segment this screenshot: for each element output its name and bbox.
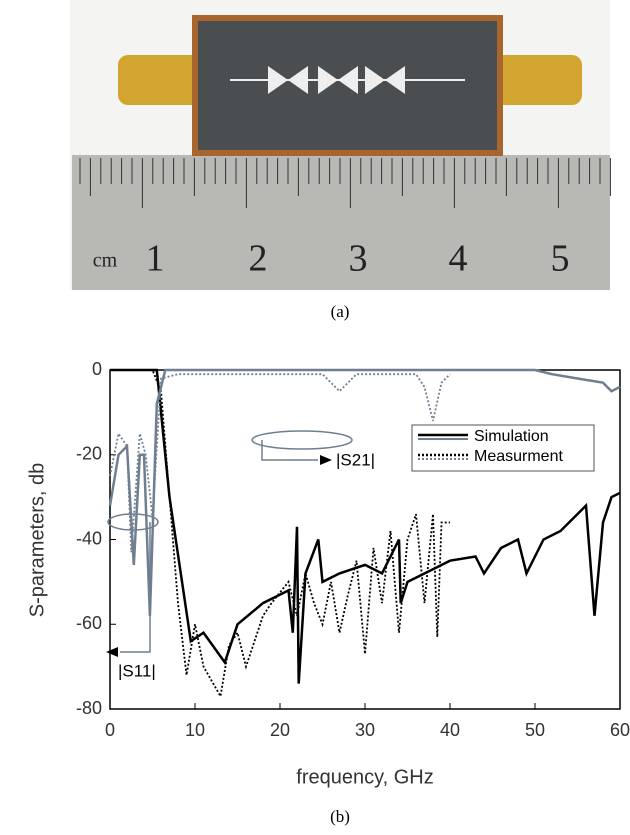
- x-tick-label: 40: [440, 720, 460, 740]
- arrow-head: [320, 455, 332, 465]
- legend: [411, 424, 595, 472]
- legend-label: Measurment: [474, 448, 563, 465]
- x-tick-label: 60: [610, 720, 630, 740]
- annotation: |S11|: [118, 661, 156, 680]
- ruler-label: cm: [93, 250, 118, 272]
- series-line: [108, 368, 621, 616]
- legend-label: Simulation: [474, 428, 549, 445]
- x-tick-label: 30: [355, 720, 375, 740]
- ruler-label: 1: [146, 238, 165, 280]
- resonators: [268, 66, 405, 94]
- ruler-label: 4: [449, 238, 468, 280]
- ruler-label: 3: [349, 238, 368, 280]
- callout-ellipse: [107, 513, 159, 531]
- x-tick-label: 0: [105, 720, 115, 740]
- y-tick-label: -20: [76, 444, 102, 464]
- y-axis-label: S-parameters, db: [26, 463, 48, 618]
- callout-ellipse: [251, 430, 353, 450]
- y-tick-label: -40: [76, 528, 102, 548]
- ruler-labels: cm 1 2 3 4 5: [93, 238, 570, 280]
- plot: 0 10 20 30 40 50 60 -80 -60 -40 -20 0: [76, 359, 630, 740]
- x-tick-label: 50: [525, 720, 545, 740]
- connector: [492, 55, 582, 105]
- x-axis-label: frequency, GHz: [296, 766, 433, 788]
- y-tick-label: -60: [76, 613, 102, 633]
- arrow-head: [106, 647, 118, 657]
- ruler: [72, 155, 610, 290]
- x-tick-label: 10: [185, 720, 205, 740]
- y-tick-label: 0: [92, 359, 102, 379]
- caption: (b): [330, 807, 350, 826]
- callout-line: [120, 522, 151, 653]
- callout-line: [261, 440, 318, 461]
- ruler-label: 5: [551, 238, 570, 280]
- series-line: [110, 369, 450, 699]
- y-tick-label: -80: [76, 698, 102, 718]
- series-line: [109, 373, 451, 553]
- annotation: |S21|: [336, 450, 375, 469]
- legend-entries: Simulation Measurment: [418, 428, 563, 465]
- ruler-label: 2: [249, 238, 268, 280]
- connector: [118, 55, 208, 105]
- series-line: [110, 368, 621, 684]
- ruler-ticks: [79, 158, 611, 208]
- caption: (a): [331, 302, 350, 321]
- x-tick-label: 20: [270, 720, 290, 740]
